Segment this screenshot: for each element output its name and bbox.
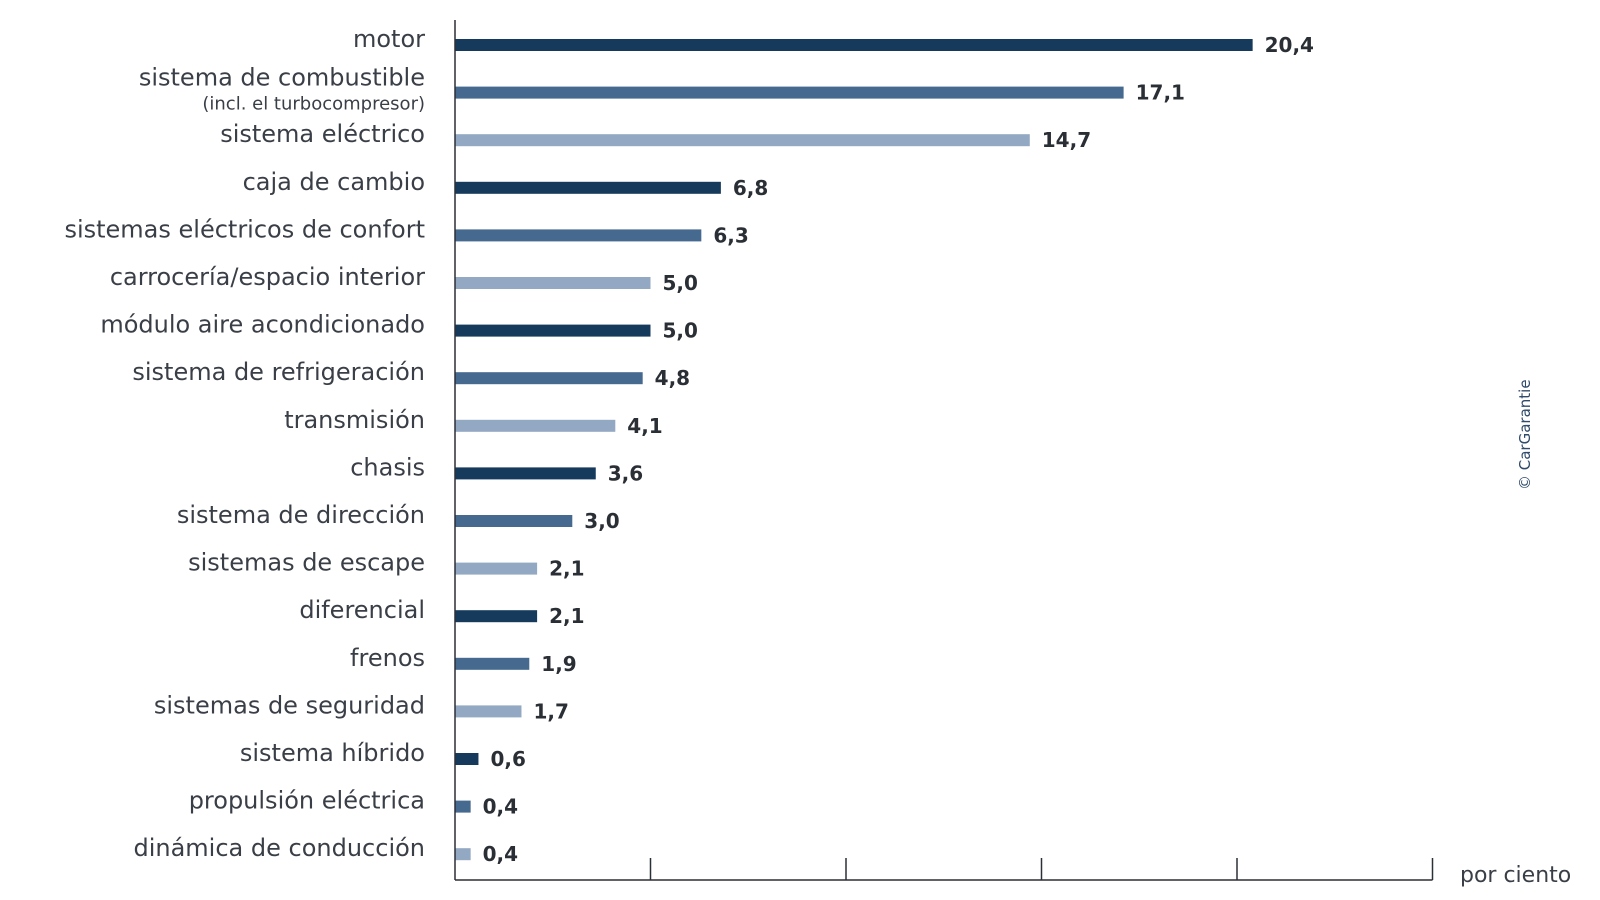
value-labels: 20,417,114,76,86,35,05,04,84,13,63,02,12…: [483, 33, 1314, 866]
category-label-5: sistemas eléctricos de confort: [64, 215, 425, 243]
x-unit-label: por ciento: [1460, 863, 1571, 888]
value-label-6: 5,0: [663, 271, 698, 295]
value-label-13: 2,1: [549, 604, 584, 628]
bar-12: [455, 562, 538, 575]
bar-17: [455, 800, 471, 813]
category-label-8: sistema de refrigeración: [132, 358, 425, 386]
value-label-7: 5,0: [663, 319, 698, 343]
value-label-8: 4,8: [655, 366, 690, 390]
category-label-9: transmisión: [284, 406, 425, 434]
value-label-16: 0,6: [490, 747, 525, 771]
category-label-6: carrocería/espacio interior: [110, 263, 425, 291]
bar-11: [455, 515, 573, 527]
value-label-2: 17,1: [1136, 81, 1185, 105]
value-label-1: 20,4: [1265, 33, 1314, 57]
category-label-16: sistema híbrido: [240, 739, 425, 767]
bar-3: [455, 134, 1030, 147]
category-label-15: sistemas de seguridad: [154, 691, 425, 719]
bar-2: [455, 86, 1124, 99]
category-label-17: propulsión eléctrica: [189, 787, 425, 815]
value-label-15: 1,7: [533, 699, 568, 723]
category-labels: motor sistema de combustible(incl. el tur…: [64, 25, 425, 862]
value-label-14: 1,9: [541, 652, 576, 676]
bar-14: [455, 657, 530, 670]
bar-1: [455, 39, 1253, 51]
category-label-7: módulo aire acondicionado: [100, 311, 425, 339]
category-label-10: chasis: [350, 453, 425, 481]
value-label-17: 0,4: [483, 795, 518, 819]
category-label-4: caja de cambio: [243, 168, 425, 196]
value-label-10: 3,6: [608, 461, 643, 485]
category-sublabel-2: (incl. el turbocompresor): [202, 94, 425, 115]
bar-5: [455, 229, 702, 242]
bar-6: [455, 277, 651, 289]
category-label-1: motor: [353, 25, 425, 53]
bar-8: [455, 372, 643, 385]
value-label-4: 6,8: [733, 176, 768, 200]
bar-7: [455, 324, 651, 337]
copyright-notice: © CarGarantie: [1516, 379, 1534, 490]
value-label-18: 0,4: [483, 842, 518, 866]
category-label-2: sistema de combustible: [139, 64, 425, 92]
value-label-9: 4,1: [627, 414, 662, 438]
value-label-3: 14,7: [1042, 128, 1091, 152]
bar-15: [455, 705, 522, 718]
axes: [454, 20, 1434, 881]
category-label-12: sistemas de escape: [188, 549, 425, 577]
category-label-11: sistema de dirección: [177, 501, 425, 529]
value-label-5: 6,3: [713, 223, 748, 247]
value-label-11: 3,0: [584, 509, 619, 533]
category-label-14: frenos: [350, 644, 425, 672]
bar-9: [455, 419, 616, 432]
bar-10: [455, 467, 596, 480]
bars-layer: [455, 39, 1253, 861]
bar-4: [455, 181, 721, 194]
value-label-12: 2,1: [549, 557, 584, 581]
category-label-3: sistema eléctrico: [220, 120, 425, 148]
category-label-18: dinámica de conducción: [133, 834, 425, 862]
category-label-13: diferencial: [299, 596, 425, 624]
bar-13: [455, 610, 538, 623]
bar-18: [455, 848, 471, 861]
bar-16: [455, 753, 479, 765]
